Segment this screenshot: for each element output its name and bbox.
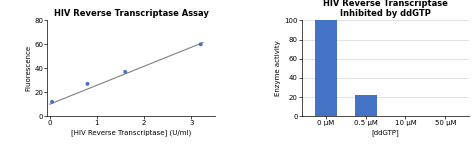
Point — [121, 71, 129, 73]
Point — [84, 83, 91, 85]
X-axis label: [ddGTP]: [ddGTP] — [372, 129, 400, 136]
Bar — [315, 20, 337, 116]
Y-axis label: Fluorescence: Fluorescence — [26, 45, 31, 91]
Y-axis label: Enzyme activity: Enzyme activity — [275, 40, 282, 96]
Title: HIV Reverse Transcriptase
Inhibited by ddGTP: HIV Reverse Transcriptase Inhibited by d… — [323, 0, 448, 18]
Point — [197, 43, 204, 46]
Point — [48, 100, 56, 103]
Bar — [355, 95, 376, 116]
X-axis label: [HIV Reverse Transcriptase] (U/ml): [HIV Reverse Transcriptase] (U/ml) — [71, 129, 191, 136]
Title: HIV Reverse Transcriptase Assay: HIV Reverse Transcriptase Assay — [54, 9, 209, 18]
